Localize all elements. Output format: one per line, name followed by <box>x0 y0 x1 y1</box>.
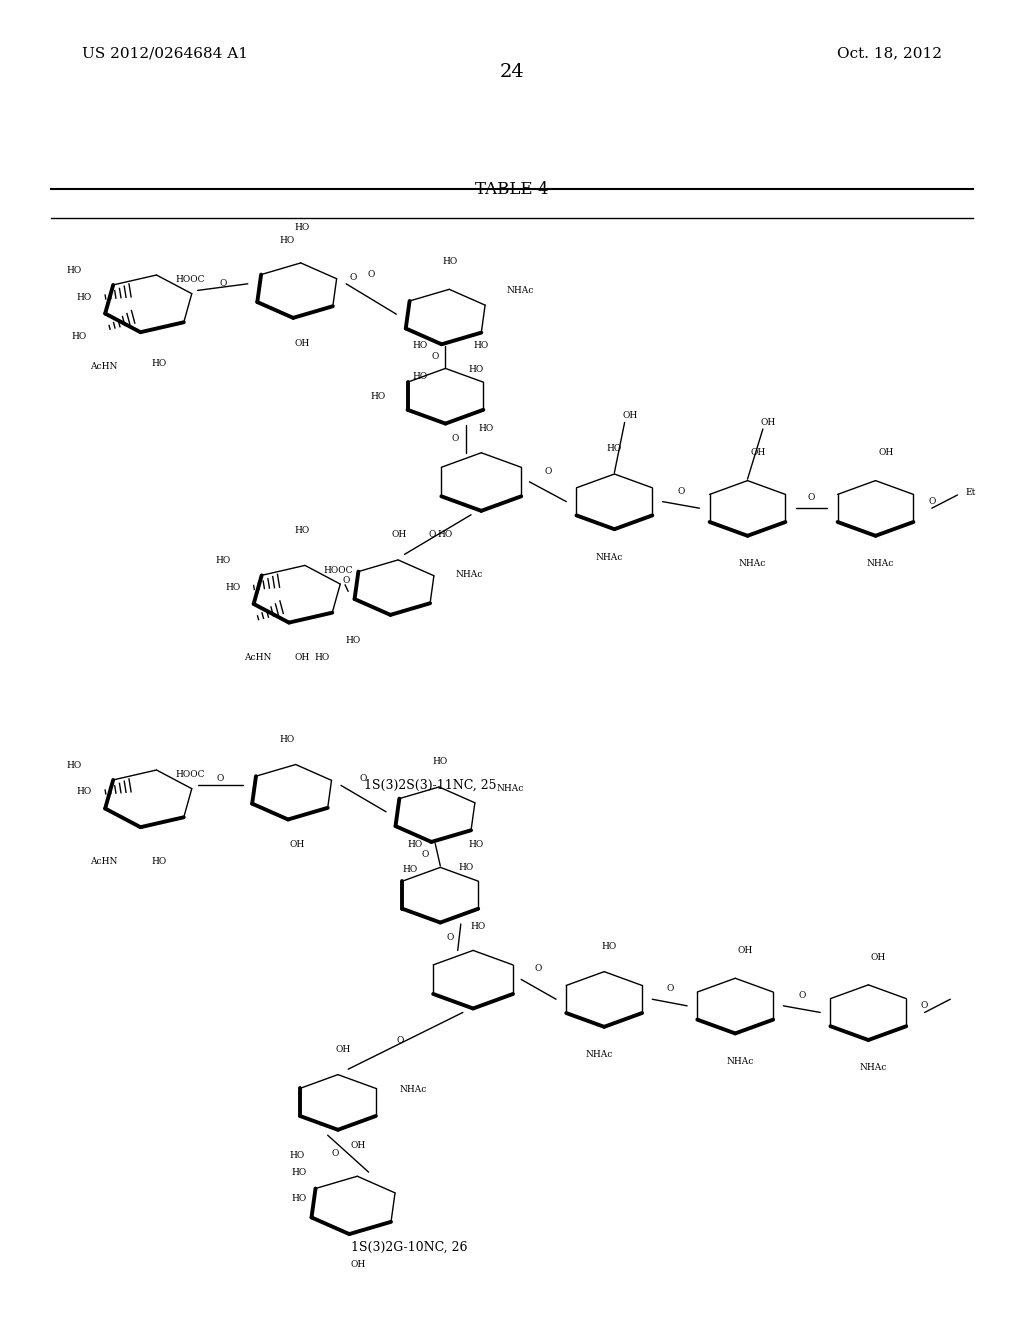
Text: HO: HO <box>225 583 241 591</box>
Text: O: O <box>421 850 429 859</box>
Text: HO: HO <box>280 735 294 743</box>
Text: HO: HO <box>292 1168 307 1176</box>
Text: HO: HO <box>215 557 230 565</box>
Text: HO: HO <box>280 236 294 244</box>
Text: O: O <box>216 775 224 783</box>
Text: HOOC: HOOC <box>175 771 205 779</box>
Text: HO: HO <box>72 333 87 341</box>
Text: O: O <box>928 498 936 506</box>
Text: OH: OH <box>738 946 753 954</box>
Text: O: O <box>429 531 436 539</box>
Text: NHAc: NHAc <box>867 560 894 568</box>
Text: AcHN: AcHN <box>90 363 118 371</box>
Text: TABLE 4: TABLE 4 <box>475 181 549 198</box>
Text: HO: HO <box>607 445 622 453</box>
Text: O: O <box>446 933 455 941</box>
Text: NHAc: NHAc <box>586 1051 612 1059</box>
Text: HO: HO <box>295 527 309 535</box>
Text: O: O <box>368 271 375 279</box>
Text: HO: HO <box>474 342 488 350</box>
Text: OH: OH <box>751 449 765 457</box>
Text: HOOC: HOOC <box>324 566 353 574</box>
Text: NHAc: NHAc <box>507 286 535 294</box>
Text: NHAc: NHAc <box>727 1057 754 1065</box>
Text: HO: HO <box>443 257 458 265</box>
Text: NHAc: NHAc <box>456 570 483 578</box>
Text: HO: HO <box>371 392 386 400</box>
Text: HO: HO <box>438 531 453 539</box>
Text: NHAc: NHAc <box>860 1064 887 1072</box>
Text: OH: OH <box>392 531 407 539</box>
Text: HO: HO <box>346 636 360 644</box>
Text: HO: HO <box>469 841 483 849</box>
Text: O: O <box>343 577 350 585</box>
Text: NHAc: NHAc <box>497 784 524 792</box>
Text: OH: OH <box>290 841 304 849</box>
Text: OH: OH <box>871 953 886 961</box>
Text: O: O <box>798 991 806 999</box>
Text: AcHN: AcHN <box>90 858 118 866</box>
Text: 1S(3)2S(3)-11NC, 25: 1S(3)2S(3)-11NC, 25 <box>364 779 497 792</box>
Text: HO: HO <box>433 758 447 766</box>
Text: O: O <box>219 280 226 288</box>
Text: O: O <box>332 1150 339 1158</box>
Text: US 2012/0264684 A1: US 2012/0264684 A1 <box>82 46 248 61</box>
Text: HO: HO <box>67 267 82 275</box>
Text: NHAc: NHAc <box>739 560 766 568</box>
Text: Et: Et <box>966 488 976 496</box>
Text: HO: HO <box>77 788 92 796</box>
Text: O: O <box>359 775 368 783</box>
Text: HO: HO <box>459 863 473 871</box>
Text: OH: OH <box>336 1045 350 1053</box>
Text: 24: 24 <box>500 63 524 82</box>
Text: OH: OH <box>351 1261 366 1269</box>
Text: HO: HO <box>315 653 330 661</box>
Text: HO: HO <box>290 1151 304 1159</box>
Text: HO: HO <box>402 866 417 874</box>
Text: O: O <box>431 352 439 360</box>
Text: O: O <box>452 434 460 444</box>
Text: HO: HO <box>67 762 82 770</box>
Text: O: O <box>808 494 815 502</box>
Text: 1S(3)2G-10NC, 26: 1S(3)2G-10NC, 26 <box>351 1241 468 1254</box>
Text: HO: HO <box>77 293 92 301</box>
Text: OH: OH <box>295 339 309 347</box>
Text: HO: HO <box>602 942 616 950</box>
Text: HO: HO <box>413 372 427 380</box>
Text: Oct. 18, 2012: Oct. 18, 2012 <box>837 46 942 61</box>
Text: O: O <box>921 1002 929 1010</box>
Text: HO: HO <box>413 342 427 350</box>
Text: HO: HO <box>292 1195 307 1203</box>
Text: OH: OH <box>879 449 893 457</box>
Text: OH: OH <box>761 418 775 426</box>
Text: HO: HO <box>408 841 422 849</box>
Text: HO: HO <box>469 366 483 374</box>
Text: HO: HO <box>479 425 494 433</box>
Text: O: O <box>396 1036 404 1045</box>
Text: AcHN: AcHN <box>244 653 271 661</box>
Text: HOOC: HOOC <box>175 276 205 284</box>
Text: NHAc: NHAc <box>399 1085 427 1093</box>
Text: HO: HO <box>152 858 166 866</box>
Text: O: O <box>666 985 674 993</box>
Text: HO: HO <box>152 359 166 367</box>
Text: OH: OH <box>351 1142 366 1150</box>
Text: O: O <box>349 273 357 281</box>
Text: O: O <box>544 467 552 475</box>
Text: OH: OH <box>295 653 309 661</box>
Text: OH: OH <box>623 412 637 420</box>
Text: O: O <box>677 487 685 495</box>
Text: O: O <box>535 965 543 973</box>
Text: NHAc: NHAc <box>596 553 623 561</box>
Text: HO: HO <box>295 223 309 231</box>
Text: HO: HO <box>471 923 485 931</box>
